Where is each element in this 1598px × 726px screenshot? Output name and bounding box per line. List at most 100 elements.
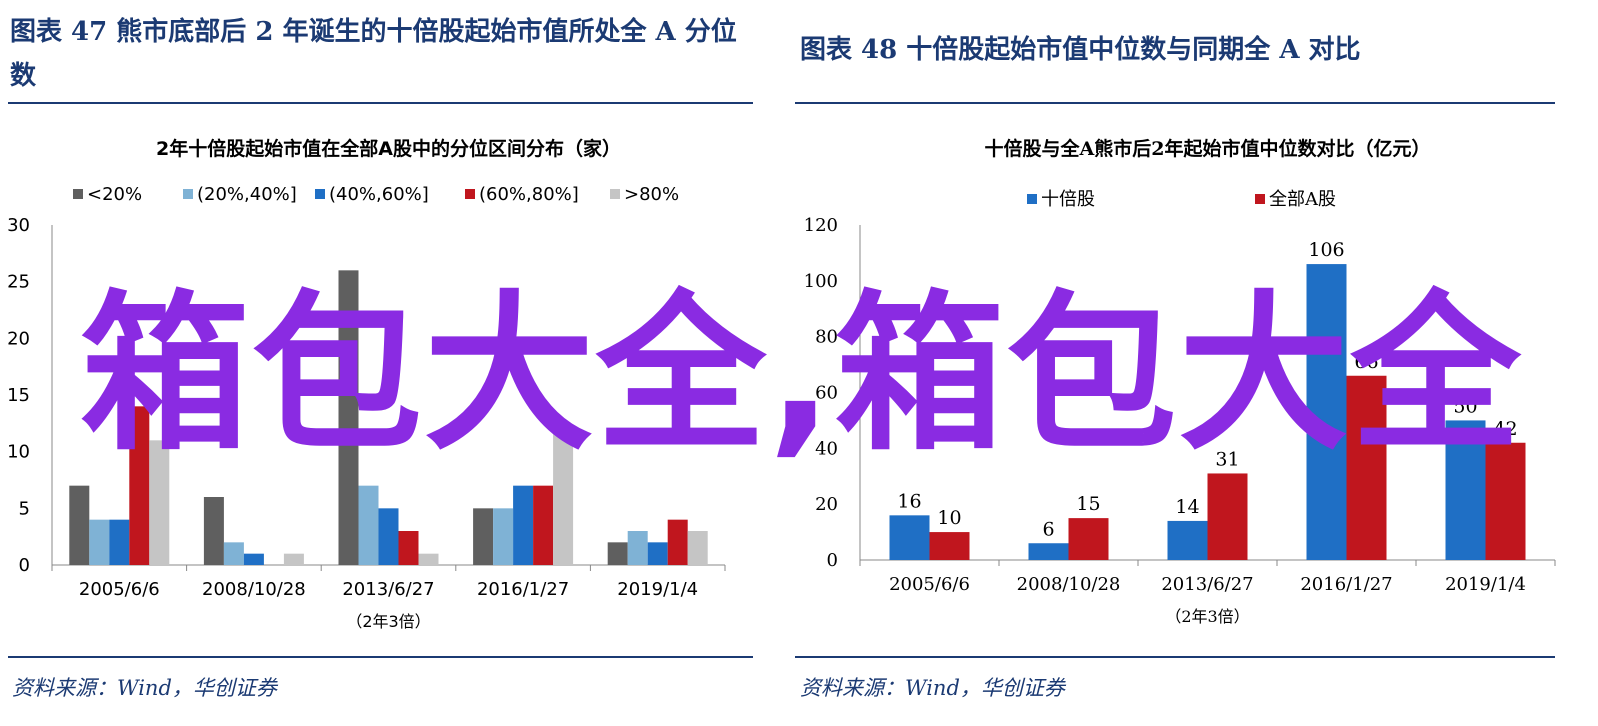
x-tick-label-2: 2013/6/27 bbox=[342, 579, 434, 600]
y-tick-label-3: 15 bbox=[7, 385, 30, 406]
bar-2-3 bbox=[513, 485, 534, 565]
bar-4-2 bbox=[418, 553, 439, 565]
y-tick-label-6: 30 bbox=[7, 215, 30, 236]
legend-label-1: 全部A股 bbox=[1269, 189, 1336, 210]
bar-2-4 bbox=[647, 542, 668, 565]
bar-1-4 bbox=[627, 531, 648, 565]
y-tick-label-0: 0 bbox=[19, 555, 30, 576]
right-top-rule bbox=[795, 102, 1555, 104]
bar-1-1 bbox=[223, 542, 244, 565]
legend-label-4: >80% bbox=[624, 184, 679, 205]
legend-swatch-3 bbox=[465, 189, 475, 199]
left-source-note: 资料来源：Wind，华创证券 bbox=[12, 676, 277, 700]
bar-3-0 bbox=[129, 406, 150, 565]
data-label-0-1: 6 bbox=[1042, 518, 1054, 540]
bar-1-3 bbox=[1346, 375, 1387, 560]
data-label-0-2: 14 bbox=[1175, 496, 1199, 518]
bar-3-2 bbox=[398, 531, 419, 565]
x-tick-label-0: 2005/6/6 bbox=[79, 579, 160, 600]
bar-0-1 bbox=[203, 497, 224, 565]
data-label-1-4: 42 bbox=[1493, 418, 1517, 440]
bar-1-2 bbox=[358, 485, 379, 565]
legend-label-0: <20% bbox=[87, 184, 142, 205]
bar-0-3 bbox=[473, 508, 494, 565]
bar-0-1 bbox=[1028, 543, 1069, 560]
right-source-note: 资料来源：Wind，华创证券 bbox=[800, 676, 1065, 700]
right-chart: 十倍股与全A熊市后2年起始市值中位数对比（亿元） 十倍股 全部A股 0 20 40 60 80… bbox=[804, 137, 1556, 626]
right-figure-title: 图表 48 十倍股起始市值中位数与同期全 A 对比 bbox=[800, 35, 1361, 65]
bar-0-0 bbox=[69, 485, 90, 565]
y-tick-label-2: 40 bbox=[815, 438, 838, 459]
x-axis-label: （2年3倍） bbox=[1165, 607, 1249, 626]
y-tick-label-5: 100 bbox=[804, 271, 838, 292]
chart-title: 十倍股与全A熊市后2年起始市值中位数对比（亿元） bbox=[985, 137, 1431, 160]
left-figure-panel: 图表 47 熊市底部后 2 年诞生的十倍股起始市值所处全 A 分位数 2年十倍股… bbox=[0, 0, 770, 726]
left-figure-title: 图表 47 熊市底部后 2 年诞生的十倍股起始市值所处全 A 分位数 bbox=[10, 17, 737, 91]
right-figure-panel: 图表 48 十倍股起始市值中位数与同期全 A 对比 十倍股与全A熊市后2年起始市… bbox=[795, 0, 1595, 726]
legend-swatch-0 bbox=[73, 189, 83, 199]
right-bottom-rule bbox=[795, 656, 1555, 658]
bar-0-4 bbox=[607, 542, 628, 565]
legend-label-3: (60%,80%] bbox=[479, 184, 579, 205]
bar-4-3 bbox=[553, 429, 574, 565]
data-label-0-3: 106 bbox=[1308, 239, 1344, 261]
legend-label-0: 十倍股 bbox=[1041, 189, 1095, 210]
y-tick-label-3: 60 bbox=[815, 383, 838, 404]
bar-1-3 bbox=[493, 508, 514, 565]
left-top-rule bbox=[8, 102, 753, 104]
left-bottom-rule bbox=[8, 656, 753, 658]
y-tick-label-5: 25 bbox=[7, 272, 30, 293]
bar-1-2 bbox=[1207, 473, 1248, 560]
y-tick-label-2: 10 bbox=[7, 442, 30, 463]
chart-legend: 十倍股 全部A股 bbox=[1027, 189, 1336, 210]
x-tick-label-1: 2008/10/28 bbox=[1017, 574, 1121, 595]
x-tick-label-3: 2016/1/27 bbox=[477, 579, 569, 600]
y-tick-label-4: 20 bbox=[7, 328, 30, 349]
bar-3-3 bbox=[533, 485, 554, 565]
watermark-overlay: 箱包大全,箱包大全 bbox=[80, 276, 1523, 474]
bar-1-4 bbox=[1485, 442, 1526, 560]
data-label-1-0: 10 bbox=[937, 507, 961, 529]
bar-4-0 bbox=[149, 440, 170, 565]
data-label-1-1: 15 bbox=[1076, 493, 1100, 515]
chart-legend: <20% (20%,40%] (40%,60%] (60%,80%] >80% bbox=[73, 184, 679, 205]
x-tick-label-0: 2005/6/6 bbox=[889, 574, 970, 595]
x-axis-label: （2年3倍） bbox=[346, 612, 430, 631]
bar-1-1 bbox=[1068, 518, 1109, 560]
data-label-0-4: 50 bbox=[1453, 395, 1477, 417]
legend-swatch-0 bbox=[1027, 194, 1037, 204]
bar-4-4 bbox=[687, 531, 708, 565]
bar-4-1 bbox=[283, 553, 304, 565]
x-tick-label-2: 2013/6/27 bbox=[1161, 574, 1253, 595]
x-tick-label-4: 2019/1/4 bbox=[617, 579, 698, 600]
bar-0-4 bbox=[1445, 420, 1486, 560]
legend-swatch-1 bbox=[183, 189, 193, 199]
bar-3-4 bbox=[667, 519, 688, 565]
y-tick-label-1: 5 bbox=[19, 498, 30, 519]
legend-label-2: (40%,60%] bbox=[329, 184, 429, 205]
data-label-0-0: 16 bbox=[897, 490, 921, 512]
y-tick-label-0: 0 bbox=[827, 550, 838, 571]
bar-0-2 bbox=[1167, 520, 1208, 560]
bar-1-0 bbox=[89, 519, 110, 565]
data-label-1-3: 66 bbox=[1354, 351, 1378, 373]
bar-1-0 bbox=[929, 532, 970, 560]
y-tick-label-6: 120 bbox=[804, 215, 838, 236]
legend-swatch-2 bbox=[315, 189, 325, 199]
legend-swatch-4 bbox=[610, 189, 620, 199]
data-label-1-2: 31 bbox=[1215, 448, 1239, 470]
y-tick-label-4: 80 bbox=[815, 327, 838, 348]
bar-0-3 bbox=[1306, 264, 1347, 560]
chart-title: 2年十倍股起始市值在全部A股中的分位区间分布（家） bbox=[156, 137, 621, 160]
x-tick-label-3: 2016/1/27 bbox=[1300, 574, 1392, 595]
bar-0-2 bbox=[338, 270, 359, 565]
y-tick-label-1: 20 bbox=[815, 494, 838, 515]
bar-2-2 bbox=[378, 508, 399, 565]
bar-2-1 bbox=[243, 553, 264, 565]
x-tick-label-4: 2019/1/4 bbox=[1445, 574, 1526, 595]
bar-2-0 bbox=[109, 519, 130, 565]
legend-label-1: (20%,40%] bbox=[197, 184, 297, 205]
left-chart: 2年十倍股起始市值在全部A股中的分位区间分布（家） <20% (20%,40%] (4… bbox=[7, 137, 726, 631]
x-tick-label-1: 2008/10/28 bbox=[202, 579, 306, 600]
bar-0-0 bbox=[889, 515, 930, 560]
